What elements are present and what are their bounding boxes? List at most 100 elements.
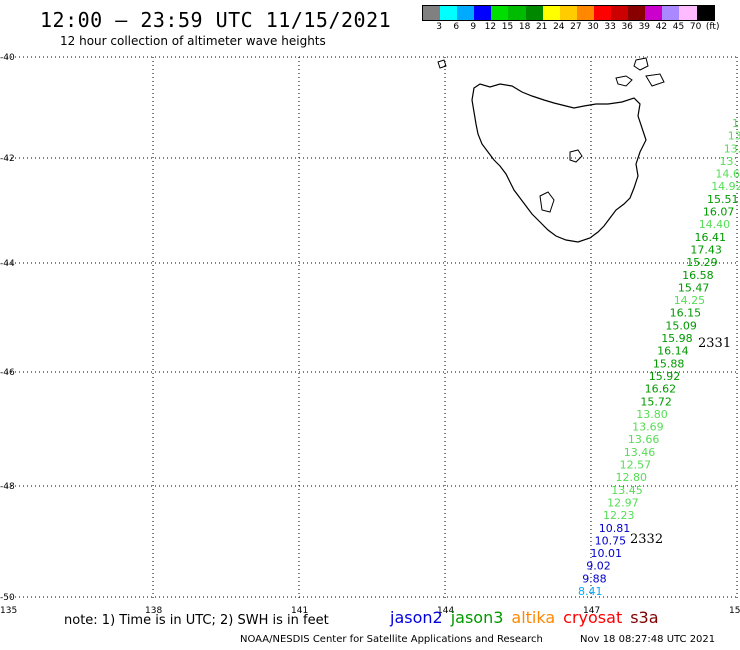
wave-height-value: 12.97 <box>607 497 639 510</box>
color-swatch <box>423 6 441 20</box>
wave-height-value: 13.45 <box>611 484 643 497</box>
legend-item-jason3: jason3 <box>450 608 504 627</box>
longitude-label: 141 <box>291 606 308 616</box>
color-swatch <box>457 6 475 20</box>
wave-height-value: 16.62 <box>645 383 677 396</box>
color-scale-label: 3 <box>436 22 442 32</box>
legend-item-jason2: jason2 <box>390 608 443 627</box>
color-swatch <box>662 6 680 20</box>
pass-label-2331: 2331 <box>698 336 731 351</box>
color-scale-label: 9 <box>470 22 477 32</box>
latitude-label: -44 <box>0 259 15 269</box>
color-swatch <box>593 6 612 20</box>
wave-height-value: 14.6 <box>715 168 740 181</box>
color-scale-label: 12 <box>484 22 497 32</box>
wave-height-value: 16.15 <box>670 307 702 320</box>
wave-height-value: 14.92 <box>711 180 740 193</box>
wave-height-value: 13. <box>720 155 738 168</box>
page-title: 12:00 – 23:59 UTC 11/15/2021 <box>40 8 392 32</box>
longitude-labels: 135 138 141 144 147 150 <box>0 606 740 616</box>
color-scale-label: 15 <box>501 22 514 32</box>
page-subtitle: 12 hour collection of altimeter wave hei… <box>60 34 326 48</box>
color-scale-label: (ft) <box>705 22 720 32</box>
footer-note: note: 1) Time is in UTC; 2) SWH is in fe… <box>64 613 329 628</box>
wave-height-value: 13.80 <box>636 408 668 421</box>
latitude-label: -40 <box>0 53 15 63</box>
wave-height-value: 15.92 <box>649 370 681 383</box>
color-swatch <box>679 6 697 20</box>
wave-height-value: 1. <box>732 117 740 130</box>
color-scale-bar <box>422 5 715 21</box>
legend-item-altika: altika <box>511 608 556 627</box>
legend-item-s3a: s3a <box>630 608 659 627</box>
wave-height-value: 15.29 <box>686 256 718 269</box>
tasmania-coastline <box>471 83 647 243</box>
latitude-label: -48 <box>0 482 15 492</box>
satellite-legend: jason2 jason3 altika cryosat s3a <box>390 608 659 627</box>
island-coastline <box>645 73 665 87</box>
credit-line: NOAA/NESDIS Center for Satellite Applica… <box>240 634 543 645</box>
longitude-label: 144 <box>437 606 454 616</box>
wave-height-value: 16.07 <box>703 206 735 219</box>
wave-height-value: 9.88 <box>582 572 607 585</box>
wave-height-value: 17.43 <box>690 244 722 257</box>
color-swatch <box>474 6 492 20</box>
color-scale-label: 24 <box>553 22 565 32</box>
legend-item-cryosat: cryosat <box>563 608 623 627</box>
wave-height-value: 15.88 <box>653 357 685 370</box>
wave-height-value: 14.25 <box>674 294 706 307</box>
color-swatch <box>440 6 458 20</box>
wave-height-value: 13.46 <box>624 446 656 459</box>
grid-lines <box>7 56 738 600</box>
wave-height-value: 13.69 <box>632 421 664 434</box>
wave-height-value: 15.09 <box>665 319 697 332</box>
longitude-label: 138 <box>145 606 162 616</box>
longitude-label: 135 <box>0 606 17 616</box>
wave-height-value: 8.41 <box>578 585 603 598</box>
color-swatch <box>542 6 560 20</box>
latitude-labels: -40 -42 -44 -46 -48 -50 <box>0 53 15 603</box>
lake-outline <box>539 191 555 213</box>
color-swatch <box>508 6 526 20</box>
wave-height-value: 15.72 <box>640 395 672 408</box>
color-scale-label: 33 <box>604 22 616 32</box>
island-coastline <box>633 57 649 71</box>
wave-height-value: 15.51 <box>707 193 739 206</box>
latitude-label: -46 <box>0 368 15 378</box>
color-scale-label: 6 <box>453 22 460 32</box>
wave-height-value: 15.98 <box>661 332 693 345</box>
color-scale-label: 30 <box>587 22 599 32</box>
color-scale-label: 36 <box>621 22 633 32</box>
latitude-label: -42 <box>0 154 15 164</box>
wave-height-value: 16.14 <box>657 345 689 358</box>
pass-label-2332: 2332 <box>630 532 663 547</box>
wave-height-value: 13.66 <box>628 433 660 446</box>
longitude-label: 150 <box>729 606 740 616</box>
color-swatch <box>696 6 714 20</box>
wave-height-value: 16.58 <box>682 269 714 282</box>
color-scale-label: 70 <box>689 22 702 32</box>
wave-height-value: 10.75 <box>595 534 627 547</box>
wave-height-value: 16.41 <box>695 231 727 244</box>
color-swatch <box>645 6 663 20</box>
wave-height-value: 9.02 <box>586 560 611 573</box>
wave-height-value: 15.47 <box>678 281 710 294</box>
wave-height-value: 13. <box>724 142 740 155</box>
island-coastline <box>437 59 447 69</box>
color-swatch <box>611 6 629 20</box>
wave-height-value: 12.57 <box>620 459 652 472</box>
wave-height-value: 10.81 <box>599 522 631 535</box>
wave-height-value: 10.01 <box>591 547 623 560</box>
color-scale-label: 18 <box>518 22 531 32</box>
color-swatch <box>559 6 577 20</box>
color-scale-label: 39 <box>638 22 651 32</box>
color-scale-label: 21 <box>535 22 548 32</box>
wave-height-value: 14.40 <box>699 218 731 231</box>
latitude-label: -50 <box>0 593 15 603</box>
color-scale-label: 45 <box>672 22 685 32</box>
color-swatch <box>576 6 594 20</box>
wave-height-value: 12.23 <box>603 509 635 522</box>
wave-height-values: 1.1313.13.14.614.9215.5116.0714.4016.411… <box>578 117 740 598</box>
longitude-label: 147 <box>583 606 600 616</box>
